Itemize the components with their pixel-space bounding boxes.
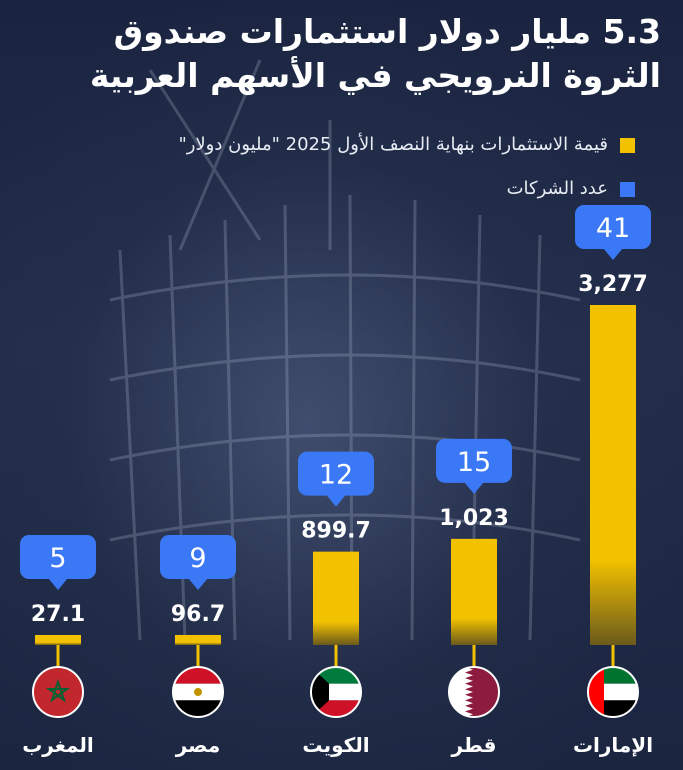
country-label: الإمارات <box>573 733 653 757</box>
legend-swatch-investment <box>620 137 635 153</box>
morocco-flag-icon <box>33 667 83 717</box>
kuwait-flag-icon <box>311 667 361 717</box>
country-label: الكويت <box>302 733 369 757</box>
investment-value-label: 1,023 <box>439 506 509 531</box>
companies-count-bubble <box>160 534 236 579</box>
investment-bar <box>35 635 81 645</box>
investment-value-label: 27.1 <box>31 602 85 627</box>
bubble-pointer <box>603 248 623 260</box>
investment-bar <box>451 538 497 645</box>
legend-item-companies: عدد الشركات <box>507 178 635 199</box>
flag-ring <box>172 666 224 718</box>
bubble-pointer <box>48 578 68 590</box>
flag-ring <box>310 666 362 718</box>
chart-title: 5.3 مليار دولار استثمارات صندوق الثروة ا… <box>89 12 661 95</box>
companies-count-bubble <box>298 451 374 496</box>
legend-label-companies: عدد الشركات <box>506 178 608 199</box>
companies-count-bubble <box>20 535 96 579</box>
companies-count-label: 5 <box>49 543 66 574</box>
bubble-pointer <box>188 577 208 590</box>
companies-count-label: 41 <box>596 213 630 244</box>
investment-bar <box>313 551 359 645</box>
companies-count-bubble <box>436 438 512 483</box>
companies-count-label: 15 <box>457 447 491 478</box>
bubble-pointer <box>464 481 484 494</box>
bubble-pointer <box>326 494 346 507</box>
companies-count-bubble <box>575 205 651 249</box>
investment-value-label: 3,277 <box>578 272 648 297</box>
investment-value-label: 96.7 <box>171 602 225 627</box>
companies-count-label: 12 <box>319 460 353 491</box>
country-label: قطر <box>450 733 496 757</box>
companies-count-label: 9 <box>189 543 206 574</box>
legend-label-investment: قيمة الاستثمارات بنهاية النصف الأول 2025… <box>178 134 608 155</box>
investment-value-label: 899.7 <box>301 519 371 544</box>
flag-ring <box>587 666 639 718</box>
flag-ring <box>448 666 500 718</box>
country-label: مصر <box>175 733 221 757</box>
investment-bar <box>175 634 221 645</box>
legend-item-investment: قيمة الاستثمارات بنهاية النصف الأول 2025… <box>178 134 635 155</box>
legend-swatch-companies <box>620 181 635 197</box>
qatar-flag-icon <box>449 667 499 717</box>
flag-ring <box>32 666 84 718</box>
investment-bar <box>590 305 636 645</box>
country-label: المغرب <box>22 733 94 757</box>
